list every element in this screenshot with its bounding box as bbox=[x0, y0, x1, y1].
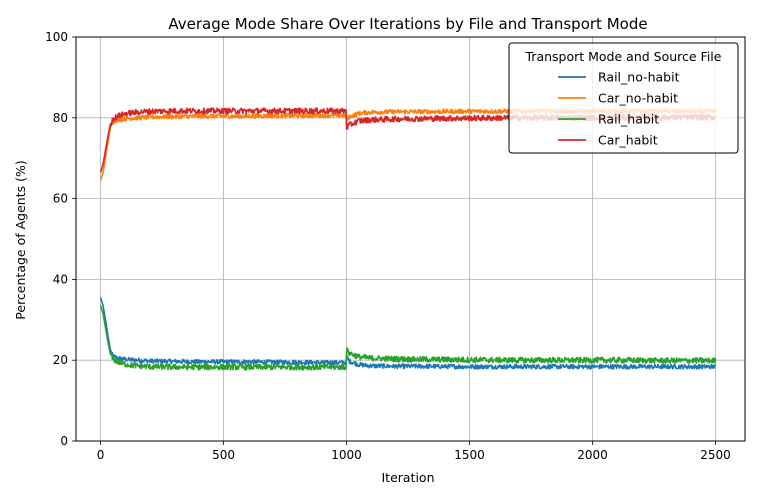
legend-label: Rail_no-habit bbox=[598, 70, 680, 85]
x-tick-label: 2000 bbox=[577, 448, 608, 462]
x-tick-label: 0 bbox=[97, 448, 105, 462]
chart-title: Average Mode Share Over Iterations by Fi… bbox=[168, 15, 647, 33]
y-axis-label: Percentage of Agents (%) bbox=[13, 160, 28, 319]
legend-title: Transport Mode and Source File bbox=[525, 49, 722, 64]
x-tick-label: 2500 bbox=[700, 448, 731, 462]
legend-label: Car_habit bbox=[598, 133, 658, 148]
legend-label: Rail_habit bbox=[598, 112, 659, 127]
legend-box bbox=[508, 42, 739, 154]
y-tick-label: 40 bbox=[53, 272, 68, 286]
series-line-rail-no-habit bbox=[99, 297, 717, 370]
y-tick-label: 100 bbox=[45, 30, 68, 44]
y-tick-label: 60 bbox=[53, 192, 68, 206]
x-tick-label: 1000 bbox=[331, 448, 362, 462]
y-tick-label: 0 bbox=[60, 434, 68, 448]
x-tick-label: 500 bbox=[212, 448, 235, 462]
legend-items: Rail_no-habit Car_no-habit Rail_habit Car_h… bbox=[558, 70, 680, 148]
y-tick-label: 20 bbox=[53, 353, 68, 367]
y-tick-label: 80 bbox=[53, 111, 68, 125]
plot-frame bbox=[75, 36, 746, 442]
legend-label: Car_no-habit bbox=[598, 91, 678, 106]
x-axis-label: Iteration bbox=[381, 470, 434, 485]
x-tick-label: 1500 bbox=[454, 448, 485, 462]
series-line-rail-habit bbox=[99, 305, 717, 371]
legend: Transport Mode and Source File Rail_no-h… bbox=[508, 42, 739, 154]
axis-ticks: 0 500 1000 1500 2000 2500 0 20 40 60 80 100 bbox=[45, 30, 731, 462]
